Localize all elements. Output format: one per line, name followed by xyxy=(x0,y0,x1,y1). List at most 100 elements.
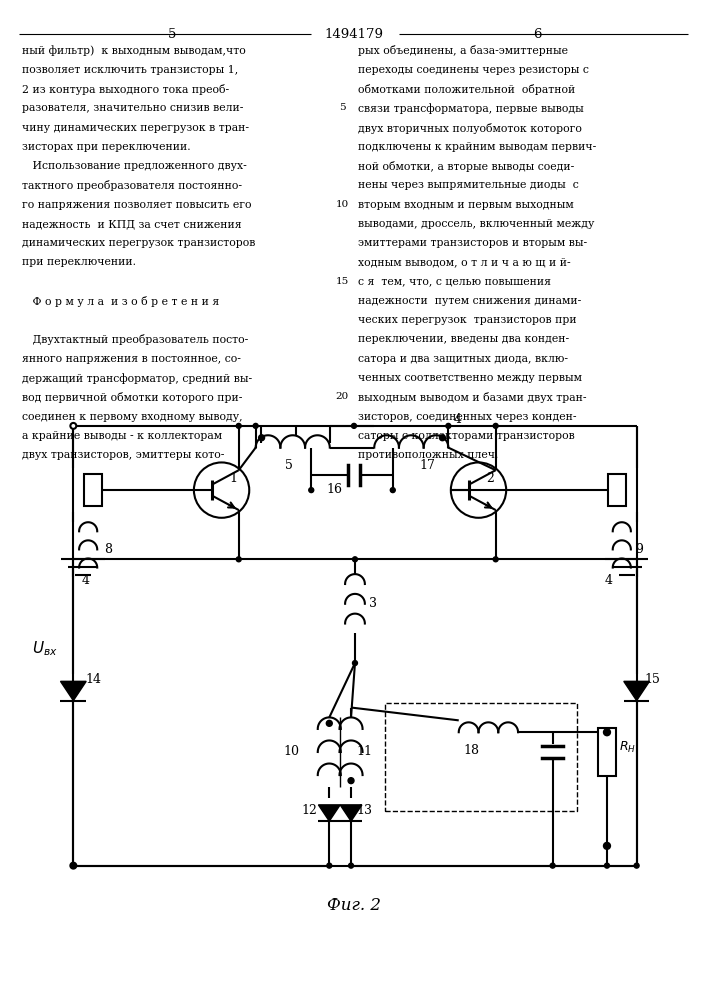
Text: 13: 13 xyxy=(356,804,372,817)
Text: надежности  путем снижения динами-: надежности путем снижения динами- xyxy=(358,296,581,306)
Polygon shape xyxy=(624,681,650,701)
Text: янного напряжения в постоянное, со-: янного напряжения в постоянное, со- xyxy=(22,354,241,364)
Text: 6: 6 xyxy=(86,477,94,490)
Text: переключении, введены два конден-: переключении, введены два конден- xyxy=(358,334,569,344)
Text: $R_H$: $R_H$ xyxy=(619,740,636,755)
Text: 2: 2 xyxy=(486,472,494,485)
Circle shape xyxy=(309,488,314,493)
Circle shape xyxy=(259,435,264,441)
Text: 5: 5 xyxy=(285,459,293,472)
Text: позволяет исключить транзисторы 1,: позволяет исключить транзисторы 1, xyxy=(22,65,238,75)
Circle shape xyxy=(236,557,241,562)
Text: переходы соединены через резисторы с: переходы соединены через резисторы с xyxy=(358,65,589,75)
Text: ный фильтр)  к выходным выводам,что: ный фильтр) к выходным выводам,что xyxy=(22,45,246,56)
Circle shape xyxy=(604,863,609,868)
Text: нены через выпрямительные диоды  с: нены через выпрямительные диоды с xyxy=(358,180,579,190)
Text: Двухтактный преобразователь посто-: Двухтактный преобразователь посто- xyxy=(22,334,248,345)
Text: ной обмотки, а вторые выводы соеди-: ной обмотки, а вторые выводы соеди- xyxy=(358,161,574,172)
Text: 9: 9 xyxy=(636,543,643,556)
Circle shape xyxy=(348,778,354,784)
Polygon shape xyxy=(61,681,86,701)
Text: 6: 6 xyxy=(534,28,542,41)
Text: 4: 4 xyxy=(81,574,89,587)
Text: эмиттерами транзисторов и вторым вы-: эмиттерами транзисторов и вторым вы- xyxy=(358,238,587,248)
Text: рых объединены, а база-эмиттерные: рых объединены, а база-эмиттерные xyxy=(358,45,568,56)
Text: 4: 4 xyxy=(453,413,461,426)
Circle shape xyxy=(253,423,258,428)
Text: 3: 3 xyxy=(369,597,377,610)
Circle shape xyxy=(493,423,498,428)
Text: 5: 5 xyxy=(168,28,176,41)
Circle shape xyxy=(71,863,76,868)
Polygon shape xyxy=(318,805,340,821)
Circle shape xyxy=(351,423,356,428)
Polygon shape xyxy=(340,805,362,821)
Text: с я  тем, что, с целью повышения: с я тем, что, с целью повышения xyxy=(358,277,551,287)
Bar xyxy=(598,728,616,776)
Text: зисторах при переключении.: зисторах при переключении. xyxy=(22,142,191,152)
Text: 11: 11 xyxy=(356,745,372,758)
Circle shape xyxy=(550,863,555,868)
Text: 7: 7 xyxy=(610,477,618,490)
Bar xyxy=(385,703,578,811)
Circle shape xyxy=(327,720,332,726)
Circle shape xyxy=(71,863,76,869)
Text: связи трансформатора, первые выводы: связи трансформатора, первые выводы xyxy=(358,103,584,114)
Text: 1494179: 1494179 xyxy=(325,28,383,41)
Text: 20: 20 xyxy=(336,392,349,401)
Text: надежность  и КПД за счет снижения: надежность и КПД за счет снижения xyxy=(22,219,242,229)
Text: 12: 12 xyxy=(302,804,317,817)
Circle shape xyxy=(440,435,445,441)
Text: ходным выводом, о т л и ч а ю щ и й-: ходным выводом, о т л и ч а ю щ и й- xyxy=(358,257,571,267)
Circle shape xyxy=(446,423,451,428)
Text: динамических перегрузок транзисторов: динамических перегрузок транзисторов xyxy=(22,238,255,248)
Text: 18: 18 xyxy=(464,744,479,757)
Text: Фиг. 2: Фиг. 2 xyxy=(327,897,381,914)
Text: 14: 14 xyxy=(86,673,101,686)
Text: 2 из контура выходного тока преоб-: 2 из контура выходного тока преоб- xyxy=(22,84,229,95)
Text: зисторов, соединенных через конден-: зисторов, соединенных через конден- xyxy=(358,412,576,422)
Bar xyxy=(608,474,626,506)
Text: ченных соответственно между первым: ченных соответственно между первым xyxy=(358,373,582,383)
Text: выводами, дроссель, включенный между: выводами, дроссель, включенный между xyxy=(358,219,595,229)
Circle shape xyxy=(349,863,354,868)
Text: обмотками положительной  обратной: обмотками положительной обратной xyxy=(358,84,575,95)
Text: противоположных плеч.: противоположных плеч. xyxy=(358,450,498,460)
Circle shape xyxy=(604,842,610,849)
Circle shape xyxy=(236,423,241,428)
Text: 8: 8 xyxy=(104,543,112,556)
Text: выходным выводом и базами двух тран-: выходным выводом и базами двух тран- xyxy=(358,392,586,403)
Text: двух транзисторов, эмиттеры кото-: двух транзисторов, эмиттеры кото- xyxy=(22,450,224,460)
Text: при переключении.: при переключении. xyxy=(22,257,136,267)
Text: вторым входным и первым выходным: вторым входным и первым выходным xyxy=(358,200,573,210)
Circle shape xyxy=(390,488,395,493)
Text: 15: 15 xyxy=(645,673,660,686)
Text: тактного преобразователя постоянно-: тактного преобразователя постоянно- xyxy=(22,180,242,191)
Text: а крайние выводы - к коллекторам: а крайние выводы - к коллекторам xyxy=(22,431,222,441)
Circle shape xyxy=(353,557,358,562)
Text: 17: 17 xyxy=(419,459,435,472)
Text: Ф о р м у л а  и з о б р е т е н и я: Ф о р м у л а и з о б р е т е н и я xyxy=(22,296,219,307)
Text: го напряжения позволяет повысить его: го напряжения позволяет повысить его xyxy=(22,200,252,210)
Circle shape xyxy=(327,863,332,868)
Text: разователя, значительно снизив вели-: разователя, значительно снизив вели- xyxy=(22,103,243,113)
Circle shape xyxy=(493,557,498,562)
Text: чину динамических перегрузок в тран-: чину динамических перегрузок в тран- xyxy=(22,123,249,133)
Text: сатора и два защитных диода, вклю-: сатора и два защитных диода, вклю- xyxy=(358,354,568,364)
Text: 10: 10 xyxy=(284,745,300,758)
Text: держащий трансформатор, средний вы-: держащий трансформатор, средний вы- xyxy=(22,373,252,384)
Circle shape xyxy=(353,661,358,666)
Text: 10: 10 xyxy=(336,200,349,209)
Text: $U_{вх}$: $U_{вх}$ xyxy=(32,639,58,658)
Text: Использование предложенного двух-: Использование предложенного двух- xyxy=(22,161,247,171)
Text: соединен к первому входному выводу,: соединен к первому входному выводу, xyxy=(22,412,243,422)
Text: 15: 15 xyxy=(336,277,349,286)
Text: подключены к крайним выводам первич-: подключены к крайним выводам первич- xyxy=(358,142,596,152)
Text: ческих перегрузок  транзисторов при: ческих перегрузок транзисторов при xyxy=(358,315,577,325)
Text: 4: 4 xyxy=(605,574,613,587)
Text: вод первичной обмотки которого при-: вод первичной обмотки которого при- xyxy=(22,392,243,403)
Circle shape xyxy=(604,729,610,736)
Circle shape xyxy=(71,423,76,429)
Circle shape xyxy=(634,863,639,868)
Text: двух вторичных полуобмоток которого: двух вторичных полуобмоток которого xyxy=(358,123,582,134)
